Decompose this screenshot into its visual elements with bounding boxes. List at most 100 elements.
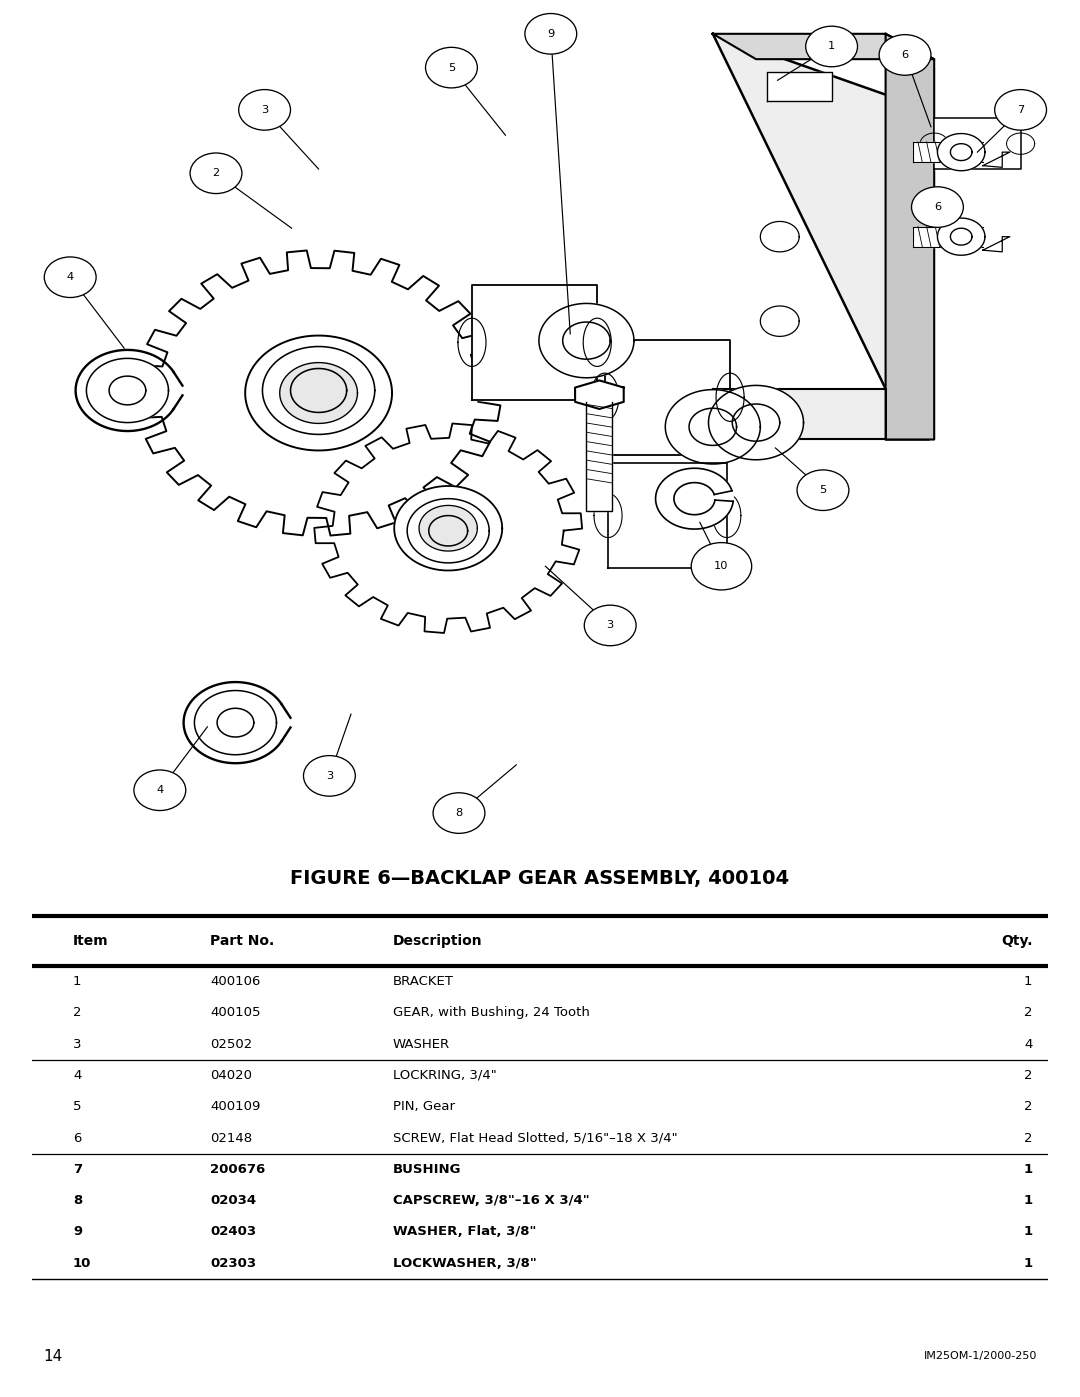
Text: GEAR, with Bushing, 24 Tooth: GEAR, with Bushing, 24 Tooth [393,1006,590,1020]
Text: 400106: 400106 [210,975,260,988]
Text: 6: 6 [934,203,941,212]
Polygon shape [913,226,983,247]
Polygon shape [983,236,1010,251]
Circle shape [879,35,931,75]
Text: WASHER: WASHER [393,1038,450,1051]
Text: 5: 5 [73,1101,81,1113]
Text: 14: 14 [43,1350,63,1363]
Text: 400105: 400105 [210,1006,260,1020]
Text: 1: 1 [828,42,835,52]
Polygon shape [713,34,934,59]
Polygon shape [539,303,634,377]
Text: Qty.: Qty. [1001,935,1032,949]
Text: 1: 1 [73,975,81,988]
Text: 3: 3 [607,620,613,630]
Polygon shape [937,218,985,256]
Polygon shape [586,402,612,511]
Text: 3: 3 [261,105,268,115]
Polygon shape [605,339,730,454]
Circle shape [584,605,636,645]
Text: 2: 2 [1024,1132,1032,1144]
Polygon shape [407,499,489,563]
Text: 02148: 02148 [210,1132,253,1144]
Text: WASHER, Flat, 3/8": WASHER, Flat, 3/8" [393,1225,536,1239]
Text: 3: 3 [326,771,333,781]
Text: 7: 7 [73,1162,82,1176]
Polygon shape [767,71,832,102]
Text: 10: 10 [73,1257,92,1270]
Text: 3: 3 [73,1038,81,1051]
Text: BUSHING: BUSHING [393,1162,461,1176]
Text: 6: 6 [73,1132,81,1144]
Text: FIGURE 6—BACKLAP GEAR ASSEMBLY, 400104: FIGURE 6—BACKLAP GEAR ASSEMBLY, 400104 [291,869,789,888]
Circle shape [239,89,291,130]
Polygon shape [713,388,886,440]
Text: 6: 6 [902,50,908,60]
Polygon shape [760,306,799,337]
Text: 200676: 200676 [210,1162,266,1176]
Circle shape [806,27,858,67]
Text: 400109: 400109 [210,1101,260,1113]
Polygon shape [86,359,168,422]
Text: 10: 10 [714,562,729,571]
Text: Part No.: Part No. [210,935,274,949]
Text: 1: 1 [1023,1257,1032,1270]
Text: 5: 5 [820,485,826,495]
Polygon shape [575,380,624,409]
Text: Item: Item [73,935,109,949]
Text: LOCKWASHER, 3/8": LOCKWASHER, 3/8" [393,1257,537,1270]
Text: 2: 2 [213,168,219,179]
Text: 2: 2 [1024,1101,1032,1113]
Circle shape [303,756,355,796]
Text: SCREW, Flat Head Slotted, 5/16"–18 X 3/4": SCREW, Flat Head Slotted, 5/16"–18 X 3/4… [393,1132,677,1144]
Polygon shape [934,119,1021,169]
Polygon shape [656,468,733,529]
Text: 02403: 02403 [210,1225,256,1239]
Text: 1: 1 [1024,975,1032,988]
Polygon shape [262,346,375,434]
Polygon shape [913,142,983,162]
Text: 4: 4 [73,1069,81,1081]
Circle shape [190,154,242,194]
Polygon shape [983,152,1010,168]
Text: 4: 4 [1024,1038,1032,1051]
Polygon shape [665,390,760,464]
Text: 4: 4 [67,272,73,282]
Text: 04020: 04020 [210,1069,252,1081]
Text: 02034: 02034 [210,1194,256,1207]
Text: BRACKET: BRACKET [393,975,454,988]
Text: 5: 5 [448,63,455,73]
Text: 8: 8 [456,807,462,819]
Text: CAPSCREW, 3/8"–16 X 3/4": CAPSCREW, 3/8"–16 X 3/4" [393,1194,590,1207]
Circle shape [995,89,1047,130]
Polygon shape [713,34,929,440]
Text: IM25OM-1/2000-250: IM25OM-1/2000-250 [923,1351,1037,1362]
Text: 02303: 02303 [210,1257,256,1270]
Text: 9: 9 [548,29,554,39]
Polygon shape [194,690,276,754]
Polygon shape [760,222,799,251]
Circle shape [44,257,96,298]
Polygon shape [136,250,501,535]
Text: 4: 4 [157,785,163,795]
Text: 7: 7 [1017,105,1024,115]
Text: LOCKRING, 3/4": LOCKRING, 3/4" [393,1069,497,1081]
Polygon shape [314,423,582,633]
Text: 02502: 02502 [210,1038,253,1051]
Circle shape [797,469,849,510]
Text: 1: 1 [1023,1194,1032,1207]
Polygon shape [608,464,727,569]
Polygon shape [245,335,392,450]
Text: 9: 9 [73,1225,82,1239]
Polygon shape [708,386,804,460]
Polygon shape [280,363,357,423]
Polygon shape [472,285,597,400]
Circle shape [912,187,963,228]
Text: 2: 2 [73,1006,81,1020]
Polygon shape [419,506,477,550]
Circle shape [691,542,752,590]
Polygon shape [937,134,985,170]
Text: PIN, Gear: PIN, Gear [393,1101,455,1113]
Text: 1: 1 [1023,1225,1032,1239]
Text: Description: Description [393,935,483,949]
